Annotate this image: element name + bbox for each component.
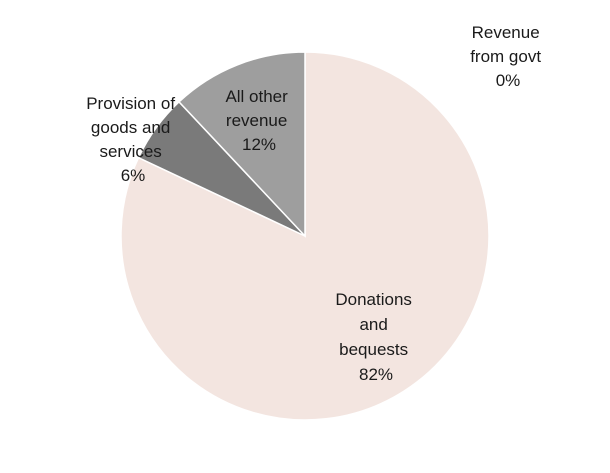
label-revenue-from-govt: Revenue from govt 0% — [470, 23, 546, 90]
label-provision-of-goods: Provision of goods and services 6% — [86, 94, 180, 185]
label-donations-and-bequests: Donations and bequests 82% — [335, 290, 416, 384]
label-all-other-revenue: All other revenue 12% — [225, 87, 292, 154]
pie-slices — [120, 51, 490, 421]
pie-slice-all-other-revenue — [177, 51, 306, 238]
